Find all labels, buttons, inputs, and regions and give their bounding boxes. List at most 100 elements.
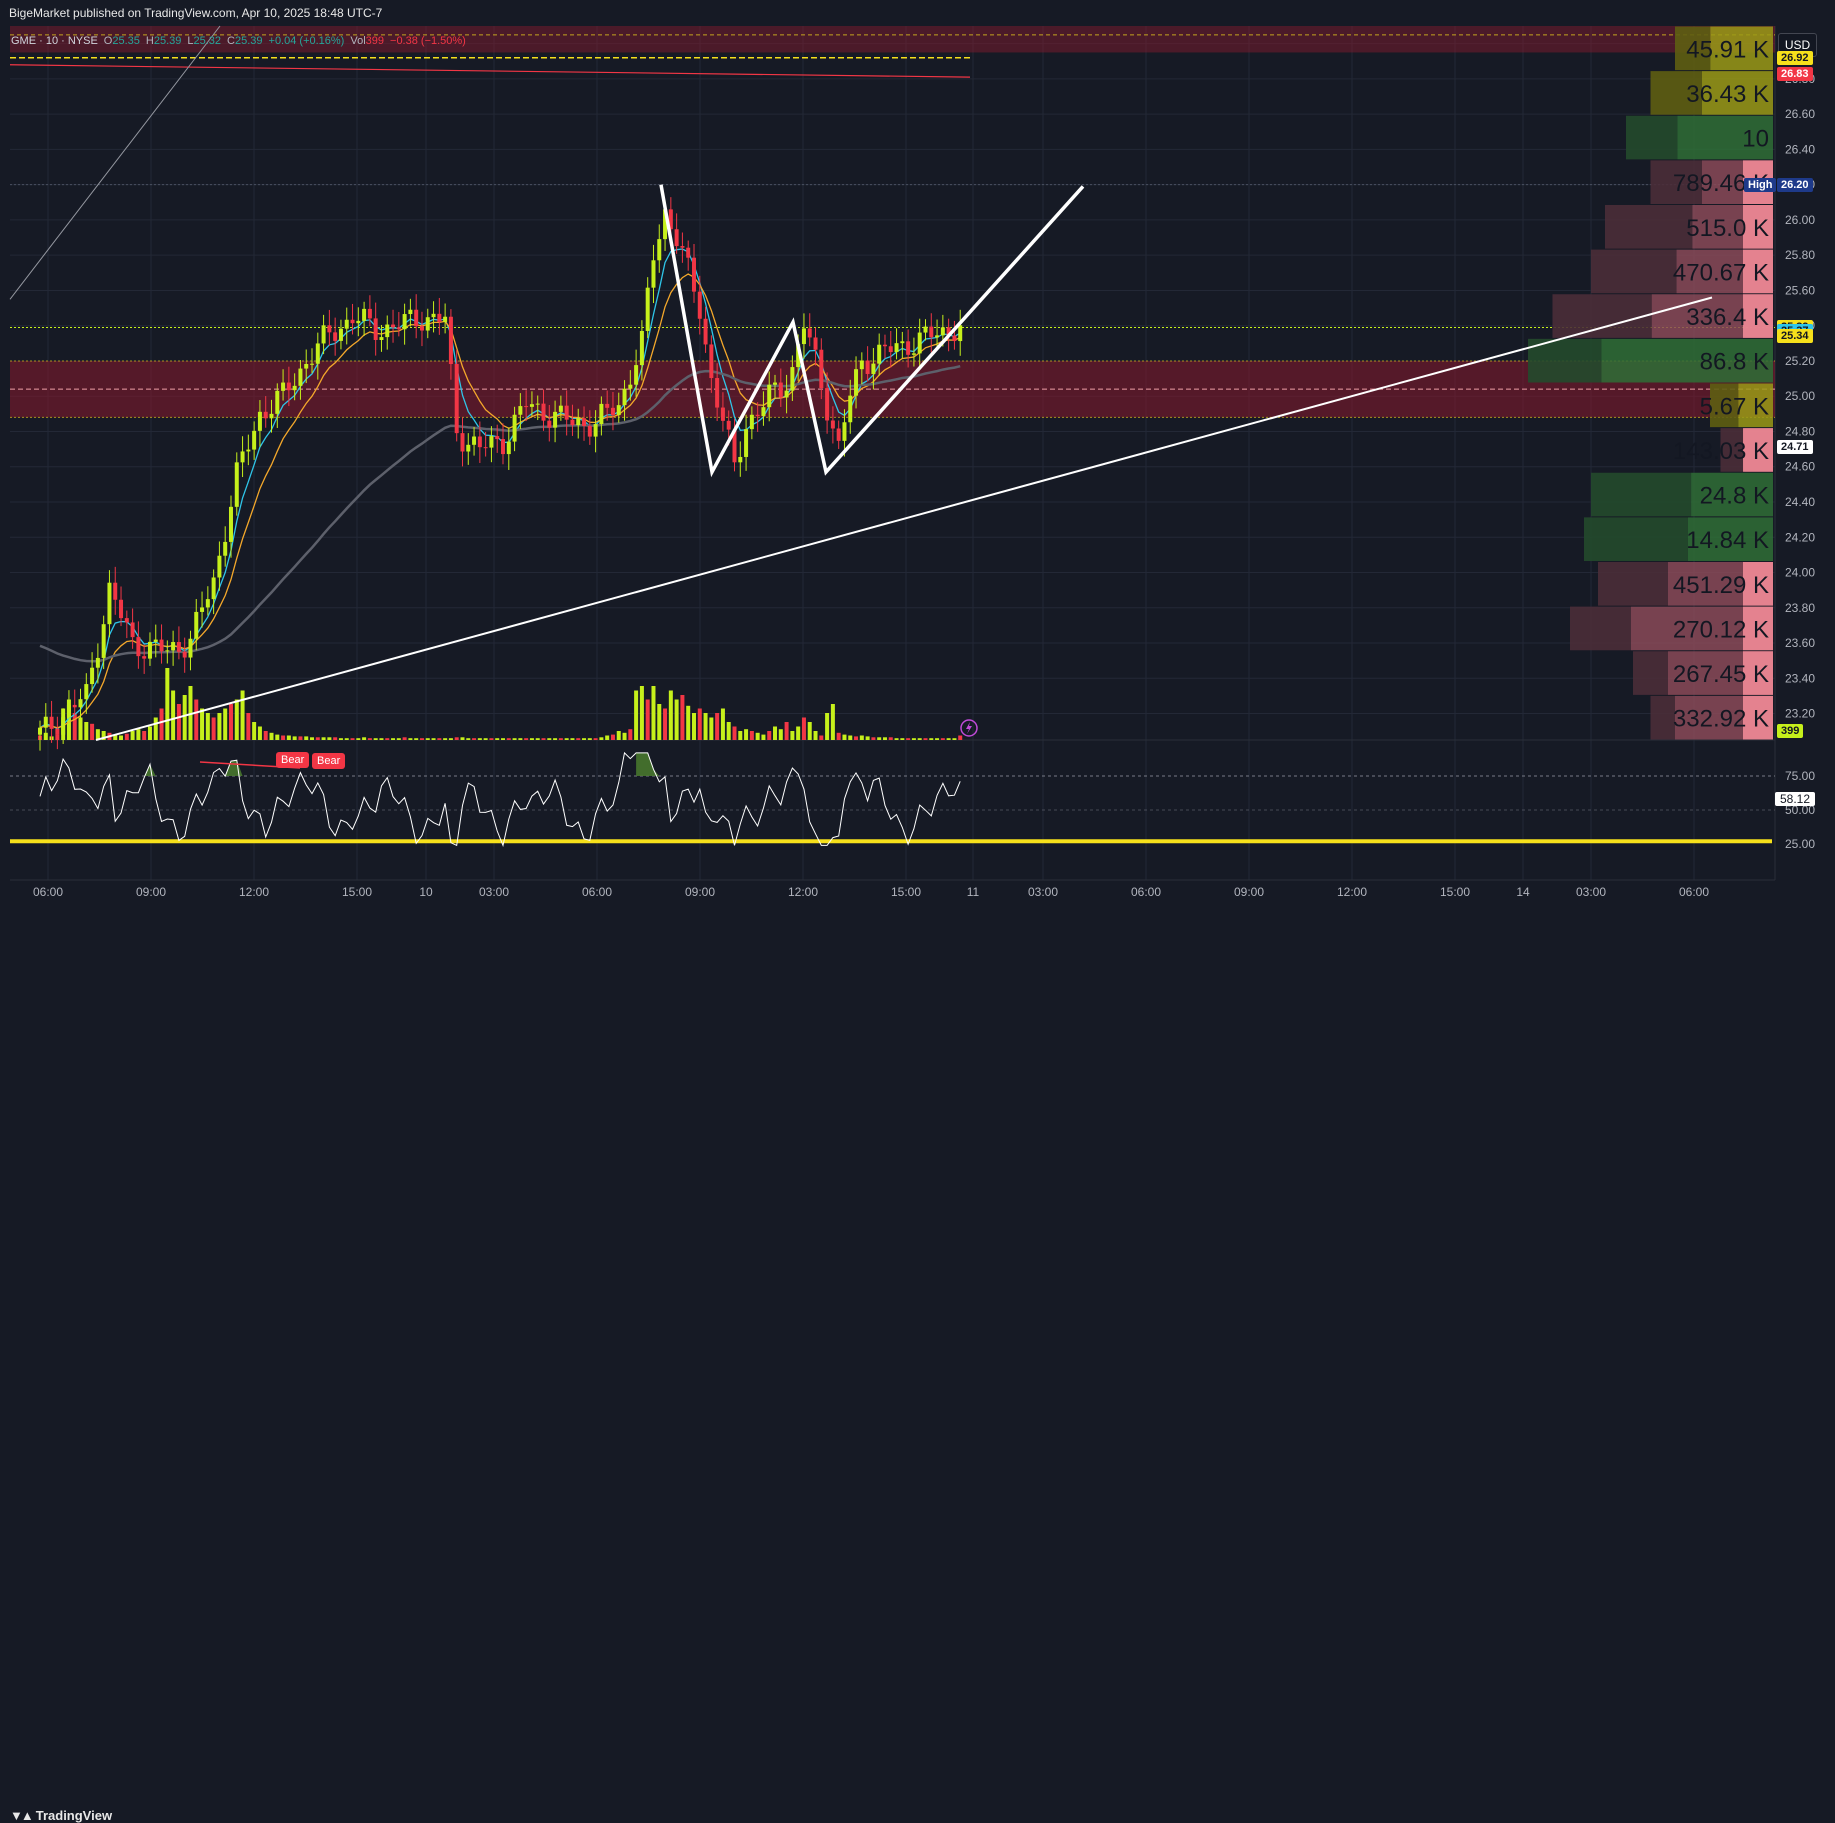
volume-bar xyxy=(668,690,673,740)
volume-bar xyxy=(900,738,905,740)
volume-bar xyxy=(686,705,691,740)
volume-bar xyxy=(414,738,419,740)
volume-bar xyxy=(842,734,847,740)
volume-profile-row-bg xyxy=(1675,26,1711,71)
tradingview-logo[interactable]: ▼▲ TradingView xyxy=(10,1808,112,1823)
candle-body xyxy=(466,444,471,452)
candle-body xyxy=(553,411,558,428)
volume-bar xyxy=(825,713,830,740)
candle-body xyxy=(697,291,702,319)
candle-body xyxy=(686,247,691,258)
candle-body xyxy=(917,332,922,354)
candle-body xyxy=(425,317,430,331)
volume-bar xyxy=(871,737,876,740)
volume-bar xyxy=(257,726,262,740)
candle-body xyxy=(333,332,338,341)
volume-bar xyxy=(952,738,957,740)
volume-profile-label: 332.92 K xyxy=(1673,706,1769,733)
candle-body xyxy=(38,727,42,735)
candle-body xyxy=(443,316,448,322)
volume-profile-row-bg xyxy=(1598,562,1668,606)
candle-body xyxy=(356,320,361,324)
volume-profile-row-bg xyxy=(1720,428,1745,472)
price-axis-tick: 24.60 xyxy=(1785,460,1815,474)
candle-body xyxy=(628,384,633,389)
time-axis-tick: 12:00 xyxy=(788,885,818,899)
volume-profile-row-bg xyxy=(1552,294,1652,338)
candle-body xyxy=(419,326,424,331)
candle-body xyxy=(211,577,216,600)
candle-body xyxy=(582,418,587,426)
osc-axis-tick: 50.00 xyxy=(1785,803,1815,817)
volume-bar xyxy=(755,732,760,740)
lightning-icon xyxy=(960,719,978,737)
candle-body xyxy=(906,341,911,355)
rising-trendline xyxy=(95,296,1713,741)
candle-body xyxy=(599,403,604,425)
volume-bar xyxy=(153,717,158,740)
candle-body xyxy=(865,360,870,374)
volume-bar xyxy=(119,735,124,740)
candle-body xyxy=(130,622,135,638)
legend-high-label: H xyxy=(145,35,154,47)
volume-bar xyxy=(460,737,465,740)
bear-divergence-label-2: Bear xyxy=(312,753,346,769)
candle-body xyxy=(657,239,662,261)
symbol-legend[interactable]: GME · 10 · NYSE O25.35 H25.39 L25.32 C25… xyxy=(11,33,466,49)
candle-body xyxy=(871,363,876,374)
legend-low-label: L xyxy=(187,35,194,47)
price-tag: 26.20 xyxy=(1777,177,1813,192)
time-axis-tick: 10 xyxy=(419,885,433,899)
candle-body xyxy=(663,209,668,240)
candle-body xyxy=(738,456,743,463)
top-bar: BigeMarket published on TradingView.com,… xyxy=(0,0,1835,26)
volume-bar xyxy=(443,738,448,740)
candle-body xyxy=(477,436,482,448)
volume-bar xyxy=(744,729,749,740)
volume-bar xyxy=(674,699,679,740)
time-axis-tick: 09:00 xyxy=(685,885,715,899)
chart-canvas[interactable]: 27.0026.8026.6026.4026.2026.0025.8025.60… xyxy=(0,0,1835,931)
volume-bar xyxy=(176,704,181,740)
volume-bar xyxy=(321,737,326,740)
candle-body xyxy=(228,506,233,542)
candle-body xyxy=(61,717,66,735)
candle-body xyxy=(350,319,355,324)
volume-profile-row-fill xyxy=(1710,26,1773,71)
volume-bar xyxy=(356,738,361,740)
candlesticks xyxy=(38,197,963,751)
volume-profile xyxy=(1528,26,1773,740)
candle-body xyxy=(194,611,199,639)
ema-slow-line xyxy=(39,273,961,729)
volume-bar xyxy=(720,708,725,740)
volume-bar xyxy=(431,738,436,740)
candle-body xyxy=(489,436,494,448)
volume-bar xyxy=(281,735,286,740)
volume-bar xyxy=(593,738,598,740)
volume-bar xyxy=(84,722,89,740)
harmonic-pattern-line xyxy=(659,184,1085,478)
candle-body xyxy=(159,639,164,652)
volume-bar xyxy=(234,699,239,740)
volume-bar xyxy=(854,736,859,740)
volume-bar xyxy=(159,708,164,740)
volume-bar xyxy=(362,737,367,740)
candle-body xyxy=(506,441,511,455)
volume-bar xyxy=(136,729,141,740)
time-axis-tick: 06:00 xyxy=(33,885,63,899)
volume-bar xyxy=(90,723,95,740)
candle-body xyxy=(958,325,963,342)
candle-body xyxy=(732,429,737,463)
volume-profile-row-edge xyxy=(1743,562,1773,606)
candle-body xyxy=(593,424,598,437)
candle-body xyxy=(472,436,477,445)
volume-bar xyxy=(217,713,222,740)
legend-symbol[interactable]: GME · 10 · NYSE xyxy=(11,35,98,47)
volume-bar xyxy=(639,686,644,740)
candle-body xyxy=(379,337,384,340)
volume-bar xyxy=(558,738,563,740)
volume-bar xyxy=(269,732,274,740)
candle-body xyxy=(935,335,940,338)
volume-bar xyxy=(124,733,129,740)
candle-body xyxy=(668,209,673,230)
